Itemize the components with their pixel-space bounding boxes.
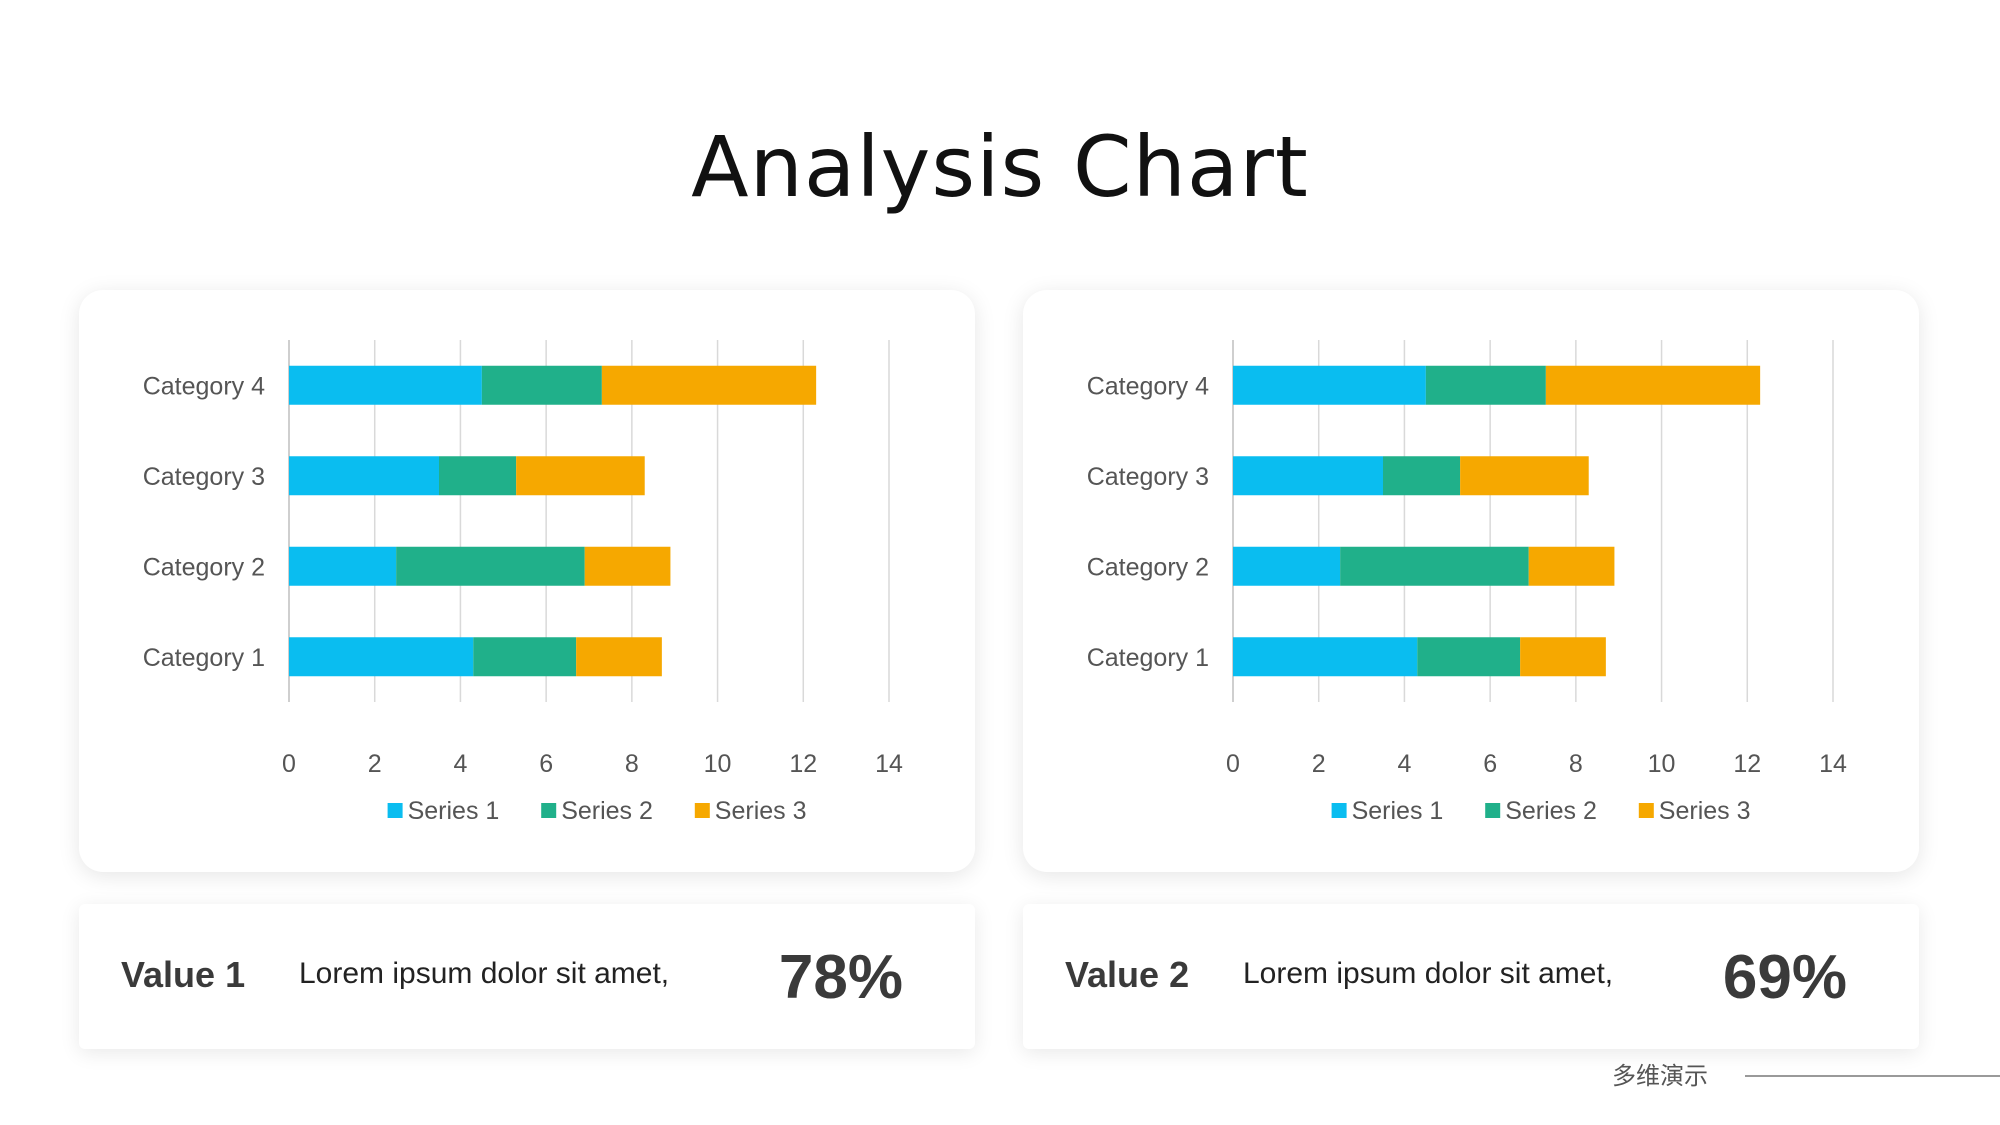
bar-segment-series-3 bbox=[576, 637, 662, 677]
legend: Series 1 Series 2 Series 3 bbox=[387, 797, 807, 825]
category-label: Category 2 bbox=[143, 553, 265, 581]
bar-segment-series-2 bbox=[1383, 456, 1461, 496]
bar-segment-series-2 bbox=[473, 637, 577, 677]
x-tick-label: 4 bbox=[1397, 750, 1411, 778]
category-label: Category 1 bbox=[143, 644, 265, 672]
x-tick-label: 0 bbox=[1226, 750, 1240, 778]
bar-segment-series-2 bbox=[481, 365, 602, 405]
x-tick-label: 4 bbox=[453, 750, 467, 778]
bar-segment-series-1 bbox=[1233, 365, 1426, 405]
bar-segment-series-3 bbox=[516, 456, 645, 496]
legend-swatch bbox=[694, 803, 710, 818]
value-description: Lorem ipsum dolor sit amet, bbox=[299, 957, 670, 990]
x-tick-label: 6 bbox=[1483, 750, 1497, 778]
bar-segment-series-3 bbox=[601, 365, 817, 405]
bar-segment-series-3 bbox=[584, 546, 671, 586]
legend-label: Series 3 bbox=[715, 797, 807, 825]
value-label: Value 2 bbox=[1065, 954, 1190, 995]
bar-segment-series-2 bbox=[1340, 546, 1529, 586]
x-tick-label: 8 bbox=[625, 750, 639, 778]
legend-swatch bbox=[541, 803, 557, 818]
legend-swatch bbox=[1638, 803, 1654, 818]
x-tick-label: 0 bbox=[282, 750, 296, 778]
category-label: Category 3 bbox=[1087, 463, 1209, 491]
value-card-1: Value 1 Lorem ipsum dolor sit amet, 78% bbox=[79, 904, 975, 1049]
bar-segment-series-1 bbox=[289, 546, 397, 586]
legend-label: Series 3 bbox=[1659, 797, 1751, 825]
value-percent: 69% bbox=[1722, 943, 1847, 1012]
chart-card-2: 0 2 4 6 8 10 12 14 Category 1 Category 2 Category … bbox=[1023, 290, 1919, 872]
bar-segment-series-2 bbox=[1425, 365, 1546, 405]
page-title: Analysis Chart bbox=[691, 118, 1309, 216]
bar-segment-series-1 bbox=[289, 637, 474, 677]
stacked-bar-chart-1: 0 2 4 6 8 10 12 14 Category 1 Category 2 Category … bbox=[143, 340, 903, 825]
bar-segment-series-3 bbox=[1545, 365, 1761, 405]
x-tick-label: 8 bbox=[1569, 750, 1583, 778]
legend-swatch bbox=[387, 803, 403, 818]
chart-card-1: 0 2 4 6 8 10 12 14 Category 1 Category 2 Category … bbox=[79, 290, 975, 872]
bar-segment-series-1 bbox=[1233, 546, 1341, 586]
x-tick-label: 2 bbox=[368, 750, 382, 778]
legend: Series 1 Series 2 Series 3 bbox=[1331, 797, 1751, 825]
category-label: Category 3 bbox=[143, 463, 265, 491]
bar-segment-series-1 bbox=[1233, 637, 1418, 677]
legend-label: Series 2 bbox=[561, 797, 653, 825]
category-label: Category 2 bbox=[1087, 553, 1209, 581]
bar-segment-series-2 bbox=[439, 456, 517, 496]
x-tick-label: 10 bbox=[704, 750, 732, 778]
category-label: Category 4 bbox=[1087, 372, 1209, 400]
value-card-2: Value 2 Lorem ipsum dolor sit amet, 69% bbox=[1023, 904, 1919, 1049]
legend-swatch bbox=[1485, 803, 1501, 818]
x-tick-label: 12 bbox=[1733, 750, 1761, 778]
x-tick-label: 10 bbox=[1648, 750, 1676, 778]
x-tick-label: 14 bbox=[875, 750, 903, 778]
x-tick-label: 14 bbox=[1819, 750, 1847, 778]
bar-segment-series-1 bbox=[289, 456, 439, 496]
bar-segment-series-1 bbox=[289, 365, 482, 405]
legend-label: Series 2 bbox=[1505, 797, 1597, 825]
bar-segment-series-1 bbox=[1233, 456, 1383, 496]
value-label: Value 1 bbox=[121, 954, 246, 995]
footer-brand-text: 多维演示 bbox=[1612, 1062, 1708, 1090]
x-tick-label: 12 bbox=[789, 750, 817, 778]
x-tick-label: 6 bbox=[539, 750, 553, 778]
bar-segment-series-3 bbox=[1528, 546, 1615, 586]
footer-divider bbox=[1745, 1075, 2000, 1077]
bar-segment-series-3 bbox=[1460, 456, 1589, 496]
stacked-bar-chart-2: 0 2 4 6 8 10 12 14 Category 1 Category 2 Category … bbox=[1087, 340, 1847, 825]
category-label: Category 1 bbox=[1087, 644, 1209, 672]
value-description: Lorem ipsum dolor sit amet, bbox=[1243, 957, 1614, 990]
legend-label: Series 1 bbox=[408, 797, 500, 825]
x-tick-label: 2 bbox=[1312, 750, 1326, 778]
legend-label: Series 1 bbox=[1352, 797, 1444, 825]
bar-segment-series-2 bbox=[1417, 637, 1521, 677]
category-label: Category 4 bbox=[143, 372, 265, 400]
value-percent: 78% bbox=[778, 943, 903, 1012]
legend-swatch bbox=[1331, 803, 1347, 818]
bar-segment-series-3 bbox=[1520, 637, 1606, 677]
bar-segment-series-2 bbox=[396, 546, 585, 586]
